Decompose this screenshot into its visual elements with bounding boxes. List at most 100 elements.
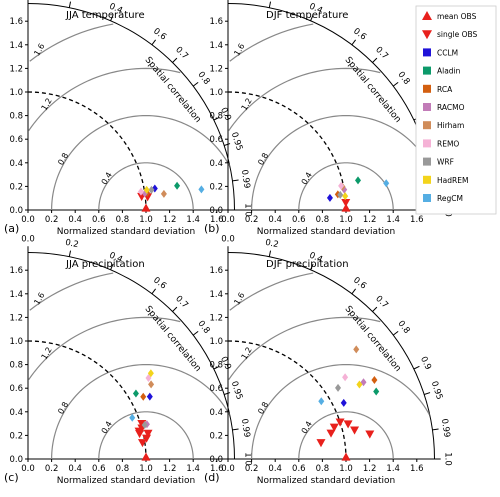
x-tick-label: 0.8 [316, 464, 330, 474]
correlation-tick-label: 1.0 [442, 452, 452, 466]
y-tick-label: 0.4 [9, 159, 23, 169]
x-tick-label: 1.0 [339, 215, 353, 225]
rms-contour [29, 23, 114, 62]
y-tick-label: 0.4 [9, 408, 23, 418]
correlation-tick-label: 0.99 [439, 418, 452, 438]
correlation-tick-label: 0.2 [264, 0, 279, 1]
y-tick-label: 0.4 [209, 159, 223, 169]
correlation-tick-label: 0.8 [395, 319, 411, 336]
rms-contour [229, 23, 314, 62]
correlation-tick-label: 0.95 [429, 380, 444, 401]
rms-contour [98, 411, 194, 460]
model-marker-remo [145, 374, 152, 383]
y-tick-label: 1.6 [9, 17, 23, 27]
single-obs-marker [343, 420, 353, 429]
model-marker-regcm [129, 413, 136, 422]
y-tick-label: 0.6 [209, 384, 223, 394]
correlation-tick [232, 179, 239, 182]
model-marker-hirham [160, 189, 167, 198]
y-tick-label: 0.6 [209, 135, 223, 145]
mean-obs-marker [141, 203, 151, 212]
correlation-tick-label: 0.6 [151, 26, 168, 42]
rms-contour [298, 411, 394, 460]
legend-marker [423, 103, 431, 111]
x-tick-label: 1.2 [363, 464, 377, 474]
x-axis-label: Normalized standard deviation [57, 227, 196, 237]
correlation-tick-label: 0.8 [395, 70, 411, 87]
rms-contour [51, 114, 230, 211]
model-marker-aladin [132, 389, 139, 398]
single-obs-marker [326, 429, 336, 438]
x-tick-label: 0.0 [221, 464, 235, 474]
single-obs-marker [316, 439, 326, 448]
x-tick-label: 0.4 [68, 215, 82, 225]
single-obs-marker [142, 434, 152, 443]
correlation-tick-label: 0.4 [108, 2, 124, 17]
y-tick-label: 0.8 [9, 112, 23, 122]
reference-arc [227, 340, 347, 460]
x-tick-label: 0.8 [116, 464, 130, 474]
rms-contour [298, 162, 394, 211]
legend-marker [423, 175, 431, 184]
correlation-tick [213, 116, 220, 121]
y-tick-label: 0.2 [9, 431, 23, 441]
correlation-tick [268, 250, 272, 257]
mean-obs-marker [341, 203, 351, 212]
y-tick-label: 1.4 [9, 290, 23, 300]
correlation-tick [151, 288, 157, 295]
legend-label: REMO [437, 139, 459, 148]
panel-letter: (d) [204, 471, 220, 484]
correlation-tick [110, 14, 114, 21]
y-tick-label: 1.2 [9, 313, 23, 323]
x-tick-label: 0.6 [292, 464, 306, 474]
x-tick-label: 0.2 [245, 464, 259, 474]
outer-arc [27, 252, 235, 460]
model-marker-cclm [146, 392, 153, 401]
legend-marker [423, 48, 431, 57]
model-marker-hirham [353, 345, 360, 354]
model-marker-hadrem [356, 380, 363, 389]
rms-contour-label: 0.4 [100, 171, 114, 187]
reference-arc [227, 91, 347, 211]
x-tick-label: 1.0 [139, 215, 153, 225]
legend-label: RegCM [437, 194, 463, 203]
legend-marker [422, 30, 432, 40]
rms-contour [251, 114, 430, 211]
y-tick-label: 0.2 [209, 182, 223, 192]
correlation-tick [172, 306, 178, 312]
correlation-tick-label: 0.4 [108, 251, 124, 266]
correlation-tick [392, 330, 399, 336]
correlation-tick [192, 81, 199, 87]
rms-contour-label: 0.8 [56, 151, 70, 167]
y-tick-label: 0.2 [209, 431, 223, 441]
x-tick-label: 0.2 [45, 215, 59, 225]
x-tick-label: 0.4 [268, 215, 282, 225]
single-obs-marker [143, 429, 153, 438]
model-marker-aladin [174, 181, 181, 190]
rms-contour [28, 316, 181, 381]
model-marker-regcm [318, 397, 325, 406]
model-marker-cclm [326, 193, 333, 202]
x-tick-label: 0.6 [92, 464, 106, 474]
rms-contour [98, 162, 194, 211]
x-axis-label: Normalized standard deviation [257, 476, 396, 486]
rms-contour [51, 363, 230, 460]
model-marker-hadrem [342, 192, 349, 201]
correlation-tick [310, 14, 314, 21]
model-marker-remo [137, 187, 144, 196]
rms-contour-label: 1.2 [240, 346, 254, 362]
x-tick-label: 1.4 [386, 215, 400, 225]
correlation-tick-label: 0.2 [264, 238, 279, 251]
y-tick-label: 1.4 [9, 41, 23, 51]
rms-contour-label: 0.4 [100, 420, 114, 436]
y-tick-label: 1.0 [209, 88, 223, 98]
y-tick-label: 0.6 [9, 384, 23, 394]
legend-label: single OBS [437, 30, 478, 39]
rms-contour-label: 0.4 [300, 420, 314, 436]
outer-arc [227, 252, 435, 460]
y-tick-label: 1.6 [209, 17, 223, 27]
rms-contour-label: 1.6 [232, 291, 246, 307]
panel-letter: (a) [4, 222, 19, 235]
legend-label: HadREM [437, 176, 468, 185]
